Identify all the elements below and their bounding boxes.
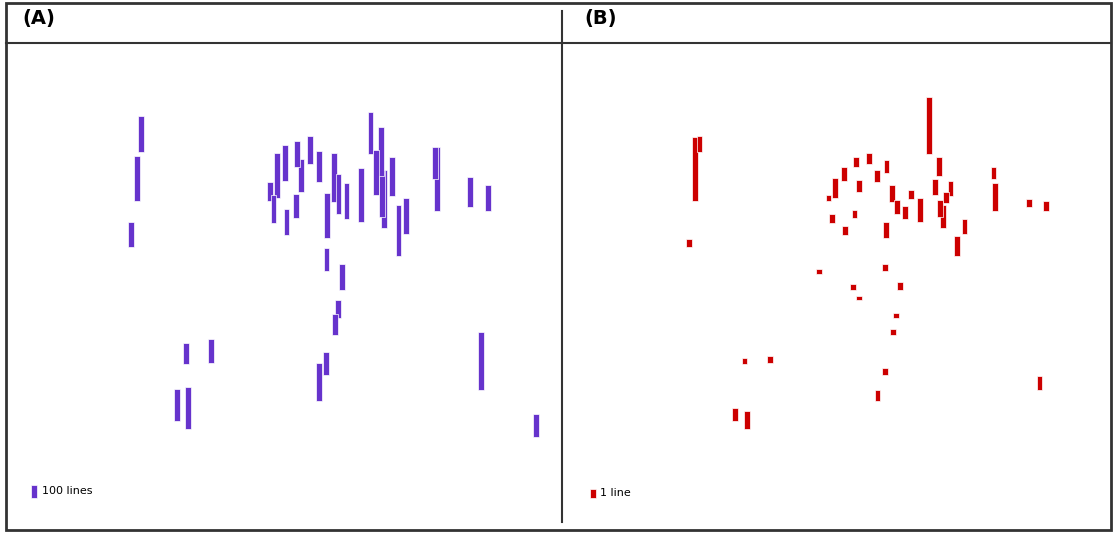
- Bar: [992, 183, 999, 212]
- Bar: [590, 489, 595, 498]
- Bar: [962, 219, 967, 233]
- Bar: [295, 141, 300, 167]
- Bar: [274, 154, 279, 198]
- Bar: [744, 411, 750, 429]
- Bar: [882, 264, 888, 271]
- Bar: [903, 206, 908, 219]
- Bar: [485, 185, 490, 211]
- Text: 1 line: 1 line: [600, 488, 631, 498]
- Bar: [31, 484, 37, 498]
- Bar: [943, 192, 948, 203]
- Bar: [890, 329, 896, 335]
- Bar: [1037, 376, 1042, 390]
- Bar: [932, 179, 937, 196]
- Bar: [127, 222, 134, 247]
- Bar: [335, 300, 341, 318]
- Bar: [841, 167, 847, 181]
- Bar: [936, 157, 942, 176]
- Bar: [338, 264, 345, 290]
- Bar: [829, 214, 834, 223]
- Bar: [954, 236, 960, 256]
- Bar: [325, 193, 331, 238]
- Text: 100 lines: 100 lines: [41, 486, 93, 496]
- Bar: [467, 177, 474, 207]
- Bar: [403, 198, 409, 233]
- Bar: [1025, 199, 1032, 207]
- Bar: [733, 408, 738, 421]
- Bar: [134, 156, 140, 201]
- Bar: [373, 150, 379, 196]
- Bar: [378, 127, 383, 176]
- Bar: [875, 170, 880, 182]
- Bar: [742, 358, 747, 364]
- Bar: [270, 195, 276, 223]
- Bar: [850, 284, 857, 290]
- Bar: [332, 314, 337, 335]
- Bar: [697, 136, 703, 152]
- Bar: [316, 362, 322, 401]
- Bar: [866, 153, 871, 164]
- Bar: [533, 414, 540, 437]
- Bar: [293, 195, 299, 217]
- Bar: [478, 333, 484, 390]
- Bar: [267, 182, 273, 201]
- Bar: [324, 248, 330, 271]
- Bar: [139, 116, 144, 152]
- Bar: [884, 160, 889, 173]
- Bar: [917, 198, 923, 222]
- Bar: [894, 199, 900, 214]
- Bar: [856, 180, 862, 192]
- Bar: [881, 368, 888, 375]
- Bar: [908, 190, 914, 199]
- Bar: [174, 389, 180, 421]
- Bar: [842, 227, 848, 235]
- Bar: [297, 159, 304, 192]
- Bar: [817, 269, 822, 274]
- Bar: [284, 209, 289, 235]
- Bar: [937, 199, 943, 217]
- Text: (A): (A): [22, 9, 55, 28]
- Bar: [183, 343, 189, 364]
- Bar: [853, 157, 859, 167]
- Bar: [367, 112, 373, 154]
- Text: (B): (B): [584, 9, 617, 28]
- Bar: [316, 151, 322, 182]
- Bar: [433, 147, 440, 212]
- Bar: [875, 390, 880, 401]
- Bar: [851, 211, 858, 217]
- Bar: [693, 136, 698, 201]
- Bar: [331, 154, 337, 203]
- Bar: [283, 146, 288, 181]
- Bar: [889, 185, 896, 203]
- Bar: [686, 239, 693, 247]
- Bar: [395, 205, 401, 256]
- Bar: [897, 282, 904, 290]
- Bar: [947, 181, 954, 196]
- Bar: [894, 313, 899, 318]
- Bar: [991, 167, 996, 179]
- Bar: [825, 195, 831, 201]
- Bar: [323, 352, 330, 375]
- Bar: [432, 147, 438, 179]
- Bar: [1043, 201, 1049, 211]
- Bar: [832, 178, 838, 198]
- Bar: [882, 222, 889, 238]
- Bar: [335, 174, 342, 214]
- Bar: [939, 205, 946, 228]
- Bar: [856, 296, 862, 300]
- Bar: [359, 168, 364, 222]
- Bar: [767, 356, 773, 362]
- Bar: [307, 136, 313, 164]
- Bar: [926, 98, 932, 154]
- Bar: [209, 340, 214, 362]
- Bar: [381, 169, 388, 228]
- Bar: [185, 387, 191, 429]
- Bar: [389, 157, 395, 196]
- Bar: [379, 169, 384, 217]
- Bar: [344, 183, 350, 219]
